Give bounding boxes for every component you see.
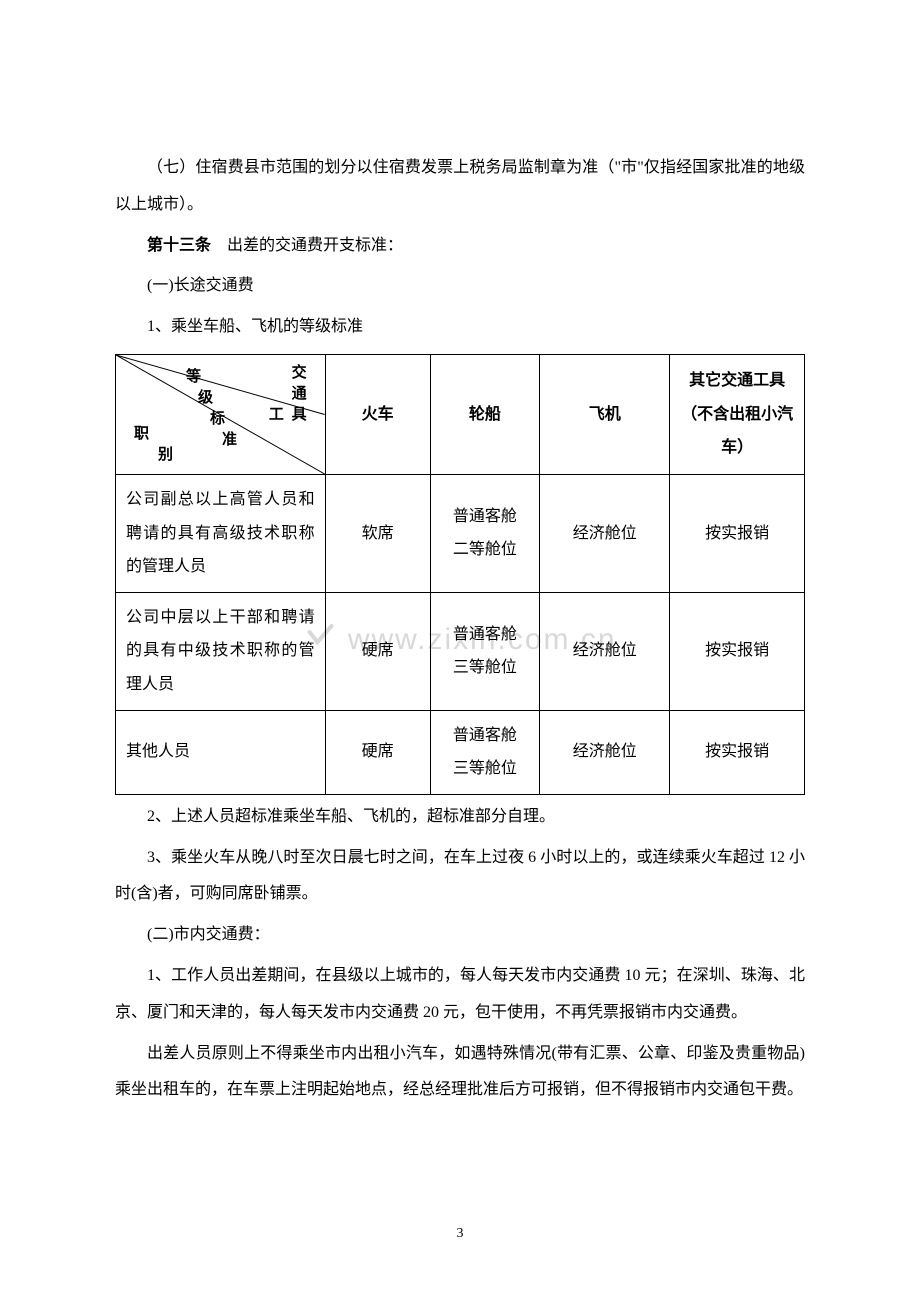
column-header-plane: 飞机 [540,354,670,474]
paragraph-long-distance: (一)长途交通费 [115,268,805,305]
table-cell: 普通客舱 二等舱位 [430,474,540,592]
table-cell: 按实报销 [670,592,805,710]
table-cell: 经济舱位 [540,592,670,710]
paragraph-standard-3: 3、乘坐火车从晚八时至次日晨七时之间，在车上过夜 6 小时以上的，或连续乘火车超… [115,840,805,914]
row-label-senior: 公司副总以上高管人员和聘请的具有高级技术职称的管理人员 [116,474,326,592]
paragraph-standard-2: 2、上述人员超标准乘坐车船、飞机的，超标准部分自理。 [115,799,805,836]
diag-label-position: 职 别 [134,424,173,466]
column-header-ship: 轮船 [430,354,540,474]
paragraph-7-accommodation: （七）住宿费县市范围的划分以住宿费发票上税务局监制章为准（"市"仅指经国家批准的… [115,150,805,224]
document-content: （七）住宿费县市范围的划分以住宿费发票上税务局监制章为准（"市"仅指经国家批准的… [115,150,805,1109]
article-13-heading: 第十三条 出差的交通费开支标准： [115,228,805,265]
transport-standards-table-container: 交 通 工 具 等 级 标 准 职 别 [115,354,805,795]
column-header-train: 火车 [325,354,430,474]
table-cell: 硬席 [325,710,430,794]
article-13-text: 出差的交通费开支标准： [211,237,403,254]
paragraph-city-transport: (二)市内交通费： [115,917,805,954]
table-cell: 经济舱位 [540,474,670,592]
row-label-other: 其他人员 [116,710,326,794]
transport-standards-table: 交 通 工 具 等 级 标 准 职 别 [115,354,805,795]
table-cell: 按实报销 [670,710,805,794]
article-13-label: 第十三条 [147,237,211,254]
table-cell: 硬席 [325,592,430,710]
table-cell: 经济舱位 [540,710,670,794]
table-cell: 软席 [325,474,430,592]
paragraph-city-1: 1、工作人员出差期间，在县级以上城市的，每人每天发市内交通费 10 元；在深圳、… [115,958,805,1032]
paragraph-taxi-rule: 出差人员原则上不得乘坐市内出租小汽车，如遇特殊情况(带有汇票、公章、印鉴及贵重物… [115,1036,805,1110]
table-row: 公司中层以上干部和聘请的具有中级技术职称的管理人员 硬席 普通客舱 三等舱位 经… [116,592,805,710]
table-header-row: 交 通 工 具 等 级 标 准 职 别 [116,354,805,474]
table-row: 公司副总以上高管人员和聘请的具有高级技术职称的管理人员 软席 普通客舱 二等舱位… [116,474,805,592]
page-number: 3 [457,1226,464,1242]
column-header-other: 其它交通工具（不含出租小汽车） [670,354,805,474]
table-cell: 普通客舱 三等舱位 [430,592,540,710]
table-cell: 普通客舱 三等舱位 [430,710,540,794]
table-row: 其他人员 硬席 普通客舱 三等舱位 经济舱位 按实报销 [116,710,805,794]
diag-label-transport: 交 通 工 具 [229,363,307,426]
table-cell: 按实报销 [670,474,805,592]
row-label-middle: 公司中层以上干部和聘请的具有中级技术职称的管理人员 [116,592,326,710]
diagonal-header-cell: 交 通 工 具 等 级 标 准 职 别 [116,354,326,474]
paragraph-standard-1: 1、乘坐车船、飞机的等级标准 [115,309,805,346]
